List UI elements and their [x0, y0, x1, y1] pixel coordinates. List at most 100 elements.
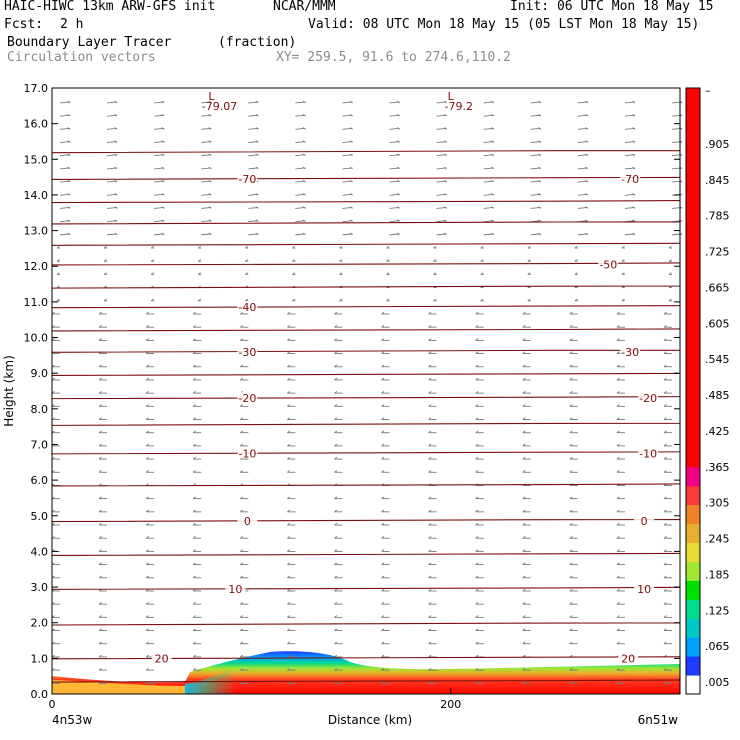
init-time: Init: 06 UTC Mon 18 May 15	[510, 0, 714, 14]
circulation-vector-head	[381, 562, 385, 565]
circulation-vector-head	[574, 245, 578, 249]
circulation-vector-head	[428, 456, 432, 460]
circulation-vector-head	[240, 325, 244, 328]
circulation-vector-head	[396, 179, 400, 183]
colorbar-label: –	[705, 84, 711, 97]
circulation-vector-head	[381, 536, 385, 539]
circulation-vector-head	[161, 179, 165, 183]
circulation-vector-head	[443, 193, 447, 196]
circulation-vector-head	[334, 522, 338, 526]
circulation-vector-head	[569, 641, 573, 645]
circulation-vector-head	[522, 417, 526, 420]
colorbar-segment	[686, 144, 700, 165]
circulation-vector-head	[287, 509, 291, 513]
circulation-vector-head	[663, 351, 667, 354]
circulation-vector-head	[522, 536, 526, 539]
temperature-contour	[51, 285, 681, 289]
circulation-vector-head	[663, 615, 667, 618]
circulation-vector-head	[522, 430, 526, 434]
circulation-vector-head	[287, 654, 291, 658]
circulation-vector-head	[538, 206, 542, 209]
circulation-vector-head	[67, 127, 71, 130]
circulation-vector-head	[287, 443, 291, 447]
circulation-vector-head	[428, 338, 432, 341]
circulation-vector-head	[381, 443, 385, 447]
circulation-vector-head	[428, 536, 432, 539]
circulation-vector-head	[208, 140, 212, 143]
circulation-vector-head	[569, 338, 573, 341]
circulation-vector-head	[334, 351, 338, 354]
circulation-vector-head	[428, 575, 432, 579]
circulation-vector-head	[287, 522, 291, 526]
circulation-vector-head	[428, 364, 432, 368]
circulation-vector-head	[616, 443, 620, 447]
circulation-vector-head	[334, 496, 338, 500]
circulation-vector-head	[334, 562, 338, 565]
circulation-vector-head	[663, 325, 667, 328]
circulation-vector-head	[349, 166, 353, 170]
circulation-vector-head	[616, 338, 620, 341]
circulation-vector-head	[192, 325, 196, 328]
circulation-vector-head	[381, 641, 385, 645]
circulation-vector-head	[114, 232, 118, 236]
circulation-vector-head	[428, 615, 432, 618]
circulation-vector-head	[150, 272, 154, 275]
circulation-vector-head	[287, 311, 291, 315]
circulation-vector-head	[475, 325, 479, 328]
temperature-contour	[51, 622, 681, 626]
circulation-vector-head	[339, 259, 343, 262]
circulation-vector-head	[443, 179, 447, 183]
circulation-vector-head	[574, 298, 578, 302]
circulation-vector-head	[103, 298, 107, 302]
circulation-vector-head	[428, 681, 432, 684]
temperature-contour	[51, 422, 681, 426]
colorbar-segment	[686, 125, 700, 146]
circulation-vector-head	[396, 113, 400, 117]
circulation-vector-head	[585, 206, 589, 209]
circulation-vector-head	[208, 127, 212, 130]
contour-label: -30	[621, 346, 639, 359]
contour-label: 20	[621, 652, 635, 665]
circulation-vector-head	[381, 377, 385, 381]
circulation-vector-head	[522, 311, 526, 315]
low-markers: L-79.07L-79.2	[202, 90, 473, 113]
circulation-vector-head	[208, 219, 212, 223]
circulation-vector-head	[161, 100, 165, 104]
circulation-vector-head	[428, 562, 432, 565]
circulation-vector-head	[334, 575, 338, 579]
circulation-vector-head	[114, 100, 118, 104]
circulation-vector-head	[381, 575, 385, 579]
circulation-vector-head	[197, 245, 201, 249]
circulation-vector-head	[475, 351, 479, 354]
temperature-contour	[51, 451, 681, 455]
circulation-vector-head	[240, 311, 244, 315]
colorbar-label: .005	[705, 676, 730, 689]
circulation-vector-head	[616, 325, 620, 328]
colorbar-label: .725	[705, 246, 730, 259]
circulation-vector-head	[98, 549, 102, 552]
colorbar-segment	[686, 580, 700, 600]
circulation-vector-head	[490, 193, 494, 196]
circulation-vector-head	[663, 377, 667, 381]
circulation-vector-head	[443, 153, 447, 157]
circulation-vector-head	[538, 193, 542, 196]
circulation-vector-head	[569, 588, 573, 592]
circulation-vector-head	[98, 443, 102, 447]
circulation-vector-head	[145, 536, 149, 539]
temperature-contour	[51, 679, 681, 683]
circulation-vector-head	[98, 602, 102, 605]
colorbar-segment	[686, 599, 700, 619]
circulation-vector-head	[255, 140, 259, 143]
circulation-vector-head	[287, 641, 291, 645]
circulation-vector-head	[302, 179, 306, 183]
circulation-vector-head	[475, 456, 479, 460]
circulation-vector-head	[663, 562, 667, 565]
circulation-vector-head	[161, 232, 165, 236]
circulation-vector-head	[98, 667, 102, 671]
circulation-vector-head	[192, 562, 196, 565]
contour-label-bg	[598, 258, 619, 270]
contour-label-bg	[618, 652, 639, 664]
fcst-label: Fcst:	[4, 17, 44, 32]
circulation-vector-head	[527, 298, 531, 302]
circulation-vector-head	[569, 325, 573, 328]
